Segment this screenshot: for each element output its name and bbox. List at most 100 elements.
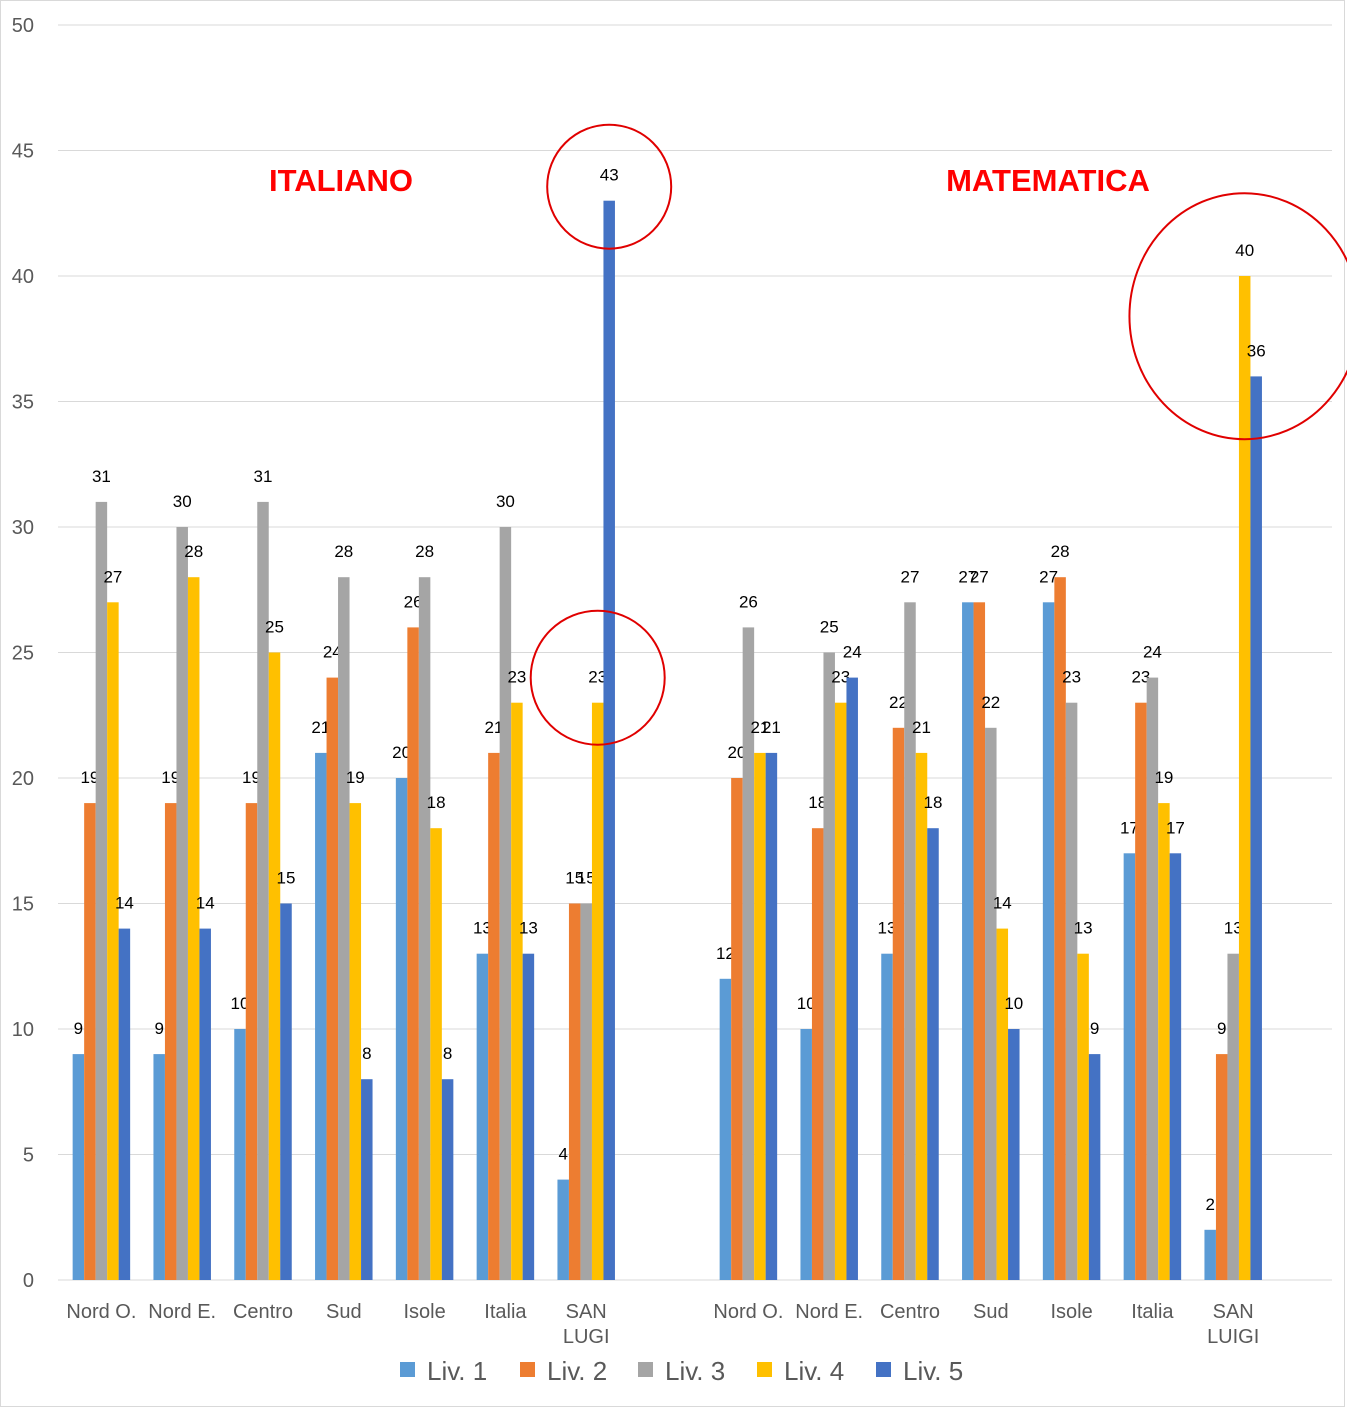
data-label: 24 [1143,643,1162,662]
bar-1 [153,1054,165,1280]
bar-2 [326,677,339,1280]
data-label: 14 [993,894,1012,913]
bar-1 [315,752,327,1280]
bar-2 [164,803,177,1280]
bar-1 [476,953,489,1280]
bar-3 [418,577,431,1280]
bar-4 [107,602,119,1280]
data-label: 26 [404,592,423,611]
legend-label: Liv. 4 [784,1356,844,1386]
bar-1 [962,602,974,1280]
bar-4 [430,828,442,1280]
data-label: 14 [115,894,134,913]
y-tick-label: 0 [23,1270,34,1292]
category-label: Nord E. [148,1301,216,1323]
data-label: 22 [889,693,908,712]
data-label: 30 [496,492,515,511]
bar-2 [892,727,905,1280]
bar-5 [441,1079,454,1280]
y-tick-label: 20 [12,768,34,790]
category-label: SAN [1213,1301,1254,1323]
bar-5 [927,828,939,1280]
y-tick-label: 25 [12,643,34,665]
data-label: 28 [415,542,434,561]
data-label: 17 [1166,818,1185,837]
bar-5 [118,928,131,1280]
bar-3 [1227,953,1239,1280]
data-label: 12 [716,944,735,963]
data-label: 23 [831,668,850,687]
data-label: 21 [912,718,931,737]
legend-label: Liv. 5 [903,1356,963,1386]
category-label: Isole [1050,1301,1092,1323]
bar-1 [395,778,408,1280]
bar-3 [742,627,755,1280]
data-label: 43 [600,166,619,185]
data-label: 25 [820,618,839,637]
data-label: 27 [958,567,977,586]
data-label: 31 [254,467,273,486]
data-label: 17 [1120,818,1139,837]
bar-3 [176,527,188,1280]
data-label: 19 [80,768,99,787]
highlight-circle [529,609,666,746]
data-label: 40 [1235,241,1254,260]
group-title: MATEMATICA [946,163,1150,198]
category-label: Sud [973,1301,1009,1323]
y-tick-label: 45 [12,141,34,163]
bar-5 [1250,376,1262,1280]
data-label: 13 [878,919,897,938]
category-label: Centro [880,1301,940,1323]
bar-5 [280,903,292,1280]
data-label: 23 [1131,668,1150,687]
data-label: 31 [92,467,111,486]
data-label: 19 [1154,768,1173,787]
data-label: 23 [1062,668,1081,687]
category-label: Isole [403,1301,445,1323]
bar-3 [985,727,997,1280]
y-tick-label: 30 [12,517,34,539]
legend-swatch [757,1362,772,1377]
bar-1 [234,1029,246,1280]
bar-2 [1054,577,1066,1280]
category-label: Italia [1131,1301,1174,1323]
bar-5 [522,953,535,1280]
category-label: Sud [326,1301,362,1323]
data-label: 21 [311,718,330,737]
bar-1 [881,953,893,1280]
data-label: 26 [739,592,758,611]
bar-2 [407,627,419,1280]
bar-1 [1042,602,1055,1280]
data-label: 23 [507,668,526,687]
data-label: 8 [362,1044,371,1063]
data-label: 15 [277,869,296,888]
bar-5 [199,928,211,1280]
data-label: 21 [484,718,503,737]
data-label: 24 [323,643,342,662]
data-label: 19 [346,768,365,787]
bar-2 [1135,702,1147,1280]
y-tick-label: 50 [12,15,34,37]
bar-1 [719,978,732,1280]
bar-3 [904,602,916,1280]
bar-3 [823,652,835,1280]
bar-3 [1146,677,1159,1280]
data-label: 20 [392,743,411,762]
data-label: 27 [901,567,920,586]
legend-swatch [400,1362,415,1377]
bar-2 [1215,1054,1228,1280]
bar-3 [95,501,108,1280]
data-label: 13 [519,919,538,938]
bar-4 [268,652,281,1280]
bar-4 [754,752,766,1280]
data-label: 9 [154,1019,163,1038]
data-label: 9 [1217,1019,1226,1038]
data-label: 27 [970,567,989,586]
bar-2 [973,602,986,1280]
bar-2 [731,778,743,1280]
bar-4 [1158,803,1170,1280]
data-label: 8 [443,1044,452,1063]
category-label: Nord E. [795,1301,863,1323]
data-label: 22 [981,693,1000,712]
